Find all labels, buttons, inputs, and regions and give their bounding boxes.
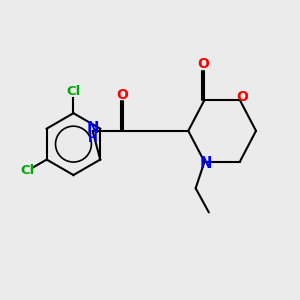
Text: N: N [86,121,99,136]
Text: N: N [200,156,212,171]
Text: H: H [88,132,98,145]
Text: O: O [116,88,128,102]
Text: Cl: Cl [21,164,35,177]
Text: O: O [236,90,248,104]
Text: Cl: Cl [66,85,81,98]
Text: O: O [197,57,209,71]
